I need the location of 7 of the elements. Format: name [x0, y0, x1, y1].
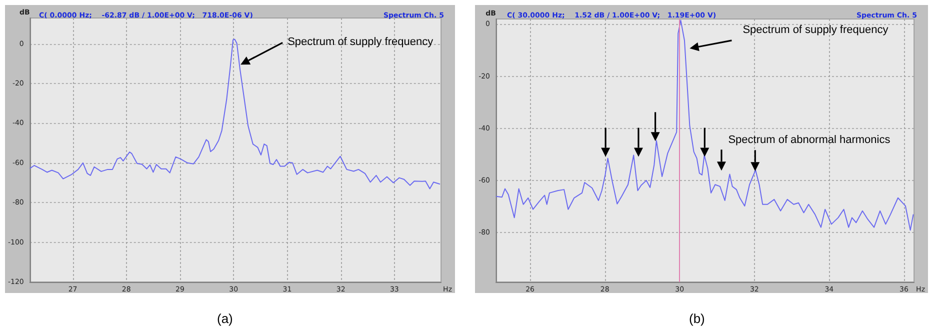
line-series	[29, 38, 440, 190]
text: (a)	[217, 311, 233, 326]
annotation: Spectrum of supply frequency	[742, 24, 888, 36]
annotation: Spectrum of abnormal harmonics	[728, 134, 890, 146]
line-series	[496, 20, 914, 231]
annotation: Spectrum of supply frequency	[288, 36, 434, 48]
text: (b)	[689, 311, 705, 326]
